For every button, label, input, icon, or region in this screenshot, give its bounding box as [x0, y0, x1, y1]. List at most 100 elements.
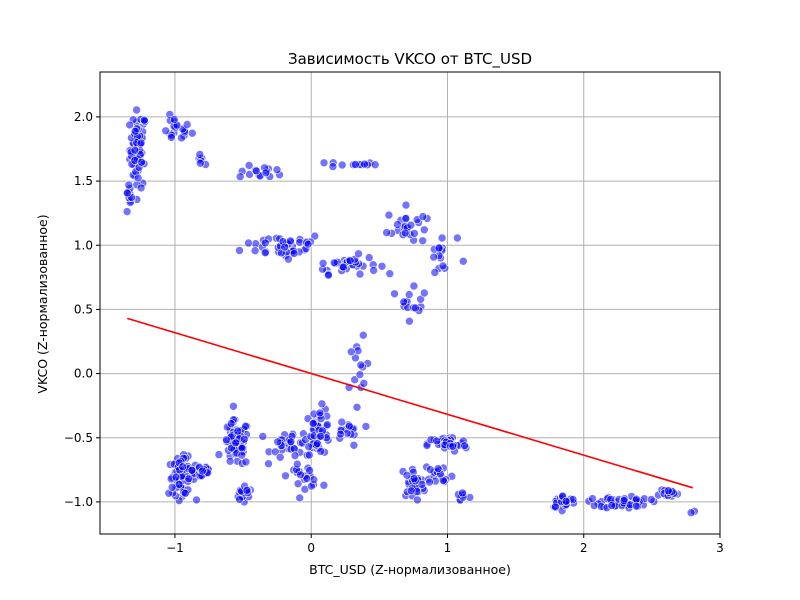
scatter-point	[284, 254, 293, 264]
scatter-point	[296, 470, 305, 480]
scatter-point	[390, 289, 399, 299]
y-tick-label: 0.0	[74, 367, 93, 381]
scatter-point	[336, 429, 345, 439]
scatter-point	[359, 378, 369, 388]
scatter-point	[178, 462, 187, 472]
scatter-point	[346, 347, 356, 357]
scatter-point	[295, 493, 305, 503]
scatter-point	[377, 261, 387, 271]
scatter-point	[309, 475, 319, 485]
scatter-point	[231, 438, 240, 448]
scatter-point	[382, 228, 391, 237]
scatter-point	[261, 168, 271, 178]
scatter-point	[258, 432, 268, 441]
scatter-point	[337, 417, 347, 427]
scatter-point	[195, 150, 205, 159]
scatter-point	[686, 508, 696, 518]
scatter-point	[400, 228, 410, 238]
scatter-point	[364, 253, 374, 262]
scatter-point	[264, 459, 273, 469]
scatter-point	[360, 159, 369, 169]
scatter-point	[305, 466, 314, 475]
scatter-point	[196, 158, 205, 168]
x-axis-label: BTC_USD (Z-нормализованное)	[309, 562, 511, 577]
scatter-point	[588, 494, 597, 503]
scatter-points	[122, 105, 699, 518]
scatter-point	[235, 495, 244, 504]
x-tick-label: 3	[716, 541, 724, 555]
scatter-point	[561, 496, 571, 506]
scatter-point	[225, 456, 235, 466]
scatter-point	[140, 115, 149, 125]
scatter-point	[354, 249, 363, 259]
scatter-point	[319, 158, 329, 168]
scatter-point	[418, 236, 428, 246]
scatter-point	[339, 262, 348, 272]
scatter-point	[409, 474, 419, 483]
scatter-point	[409, 281, 419, 291]
scatter-point	[355, 370, 365, 379]
scatter-point	[329, 258, 339, 268]
x-tick-label: 2	[580, 541, 588, 555]
scatter-point	[361, 422, 371, 431]
scatter-point	[317, 399, 327, 409]
chart-title: Зависимость VKCO от BTC_USD	[288, 50, 532, 69]
scatter-point	[418, 212, 428, 221]
scatter-point	[351, 160, 360, 169]
scatter-point	[237, 450, 247, 460]
scatter-point	[434, 243, 444, 253]
scatter-point	[290, 451, 300, 460]
scatter-point	[663, 486, 673, 496]
scatter-point	[631, 501, 641, 511]
scatter-point	[385, 269, 395, 279]
scatter-point	[337, 160, 347, 170]
scatter-point	[132, 105, 141, 115]
scatter-point	[410, 229, 419, 238]
scatter-point	[281, 471, 290, 481]
scatter-point	[419, 288, 429, 298]
scatter-point	[275, 452, 285, 462]
scatter-point	[406, 220, 416, 230]
scatter-point	[315, 408, 325, 418]
scatter-point	[136, 183, 146, 193]
scatter-point	[286, 236, 295, 246]
y-tick-label: 2.0	[74, 110, 93, 124]
scatter-point	[184, 474, 193, 484]
scatter-point	[405, 316, 414, 326]
plot-frame	[99, 71, 721, 535]
scatter-point	[437, 233, 447, 243]
trend-line-group	[127, 317, 693, 489]
scatter-point	[123, 188, 132, 198]
scatter-point	[316, 447, 326, 456]
scatter-point	[235, 246, 244, 255]
scatter-point	[448, 441, 458, 451]
scatter-point	[188, 128, 197, 138]
scatter-point	[308, 419, 318, 428]
scatter-point	[304, 442, 314, 452]
scatter-point	[324, 270, 333, 280]
scatter-point	[438, 261, 448, 271]
scatter-point	[192, 495, 201, 505]
scatter-point	[401, 214, 411, 223]
scatter-point	[304, 450, 314, 460]
scatter-point	[233, 426, 243, 436]
scatter-point	[351, 353, 360, 363]
scatter-point	[167, 482, 177, 492]
scatter-point	[404, 290, 414, 299]
scatter-point	[171, 472, 181, 482]
scatter-point	[251, 166, 261, 176]
scatter-point	[260, 238, 270, 248]
scatter-point	[344, 421, 354, 431]
scatter-point	[369, 266, 378, 275]
scatter-point	[432, 436, 442, 446]
scatter-point	[384, 210, 394, 220]
scatter-point	[349, 440, 359, 450]
scatter-point	[130, 145, 140, 155]
scatter-point	[370, 160, 380, 169]
scatter-point	[646, 495, 656, 504]
scatter-point	[399, 297, 409, 307]
scatter-point	[358, 330, 368, 340]
scatter-point	[250, 246, 260, 255]
scatter-point	[433, 464, 443, 473]
